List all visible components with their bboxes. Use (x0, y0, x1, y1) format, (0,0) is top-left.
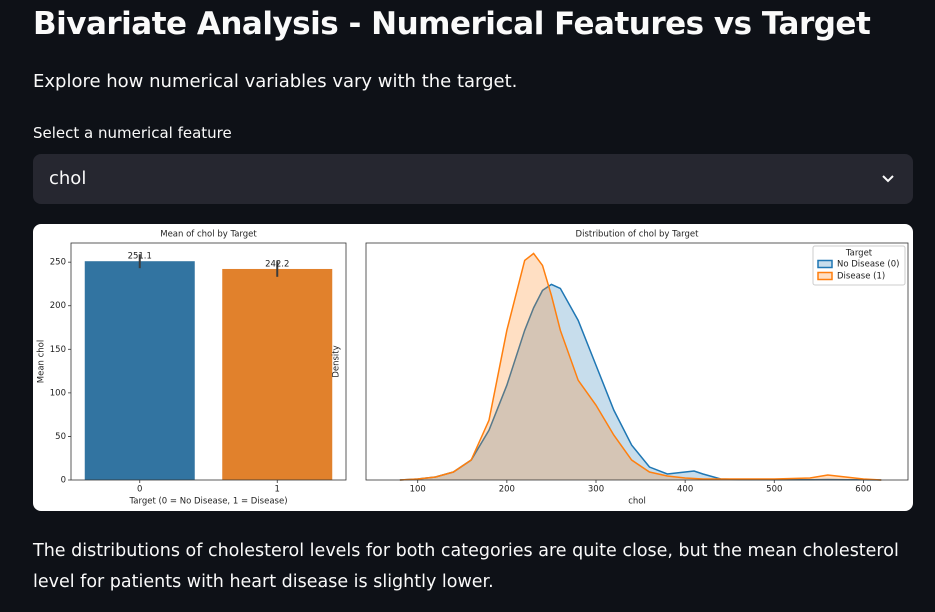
subtitle: Explore how numerical variables vary wit… (33, 71, 518, 92)
x-axis-label: Target (0 = No Disease, 1 = Disease) (128, 497, 287, 507)
density-area (399, 284, 882, 480)
legend-title: Target (845, 249, 873, 259)
y-axis-label: Mean chol (37, 340, 47, 383)
y-tick-label: 0 (61, 476, 66, 486)
y-axis-label: Density (332, 345, 342, 377)
x-tick-label: 1 (275, 485, 280, 495)
y-tick-label: 50 (55, 432, 66, 442)
x-tick-label: 200 (499, 485, 515, 495)
chart-title: Distribution of chol by Target (576, 230, 700, 240)
density-line (399, 252, 882, 481)
feature-select[interactable]: chol (33, 154, 913, 204)
x-tick-label: 400 (677, 485, 693, 495)
density-area (399, 253, 882, 480)
chart-title: Mean of chol by Target (160, 230, 257, 240)
value-label: 251.1 (128, 252, 152, 262)
caption: The distributions of cholesterol levels … (33, 541, 899, 592)
y-tick-label: 100 (50, 388, 66, 398)
plot-frame (70, 242, 347, 481)
legend-label: Disease (1) (837, 272, 885, 282)
charts: 0 50 100 150 200 250 251.1 0 242.2 1 Mean of chol … (37, 230, 909, 507)
chevron-icon (882, 175, 894, 183)
legend-box (812, 245, 906, 286)
x-tick-label: 0 (137, 485, 142, 495)
y-tick-label: 250 (50, 258, 66, 268)
legend-label: No Disease (0) (837, 260, 899, 270)
bar (222, 268, 333, 480)
legend-swatch (817, 271, 833, 281)
legend-swatch (817, 259, 833, 269)
select-value: chol (49, 168, 87, 189)
x-tick-label: 100 (410, 485, 426, 495)
value-label: 242.2 (265, 259, 289, 269)
x-tick-label: 500 (766, 485, 782, 495)
y-tick-label: 200 (50, 301, 66, 311)
y-tick-label: 150 (50, 345, 66, 355)
x-tick-label: 600 (855, 485, 871, 495)
x-axis-label: chol (628, 497, 646, 507)
chart-card: 0 50 100 150 200 250 251.1 0 242.2 1 Mean of chol … (33, 224, 913, 511)
density-line (399, 283, 882, 481)
plot-frame (365, 242, 909, 481)
bar (84, 261, 195, 480)
select-label: Select a numerical feature (33, 124, 232, 142)
page-title: Bivariate Analysis - Numerical Features … (33, 6, 871, 42)
x-tick-label: 300 (588, 485, 604, 495)
